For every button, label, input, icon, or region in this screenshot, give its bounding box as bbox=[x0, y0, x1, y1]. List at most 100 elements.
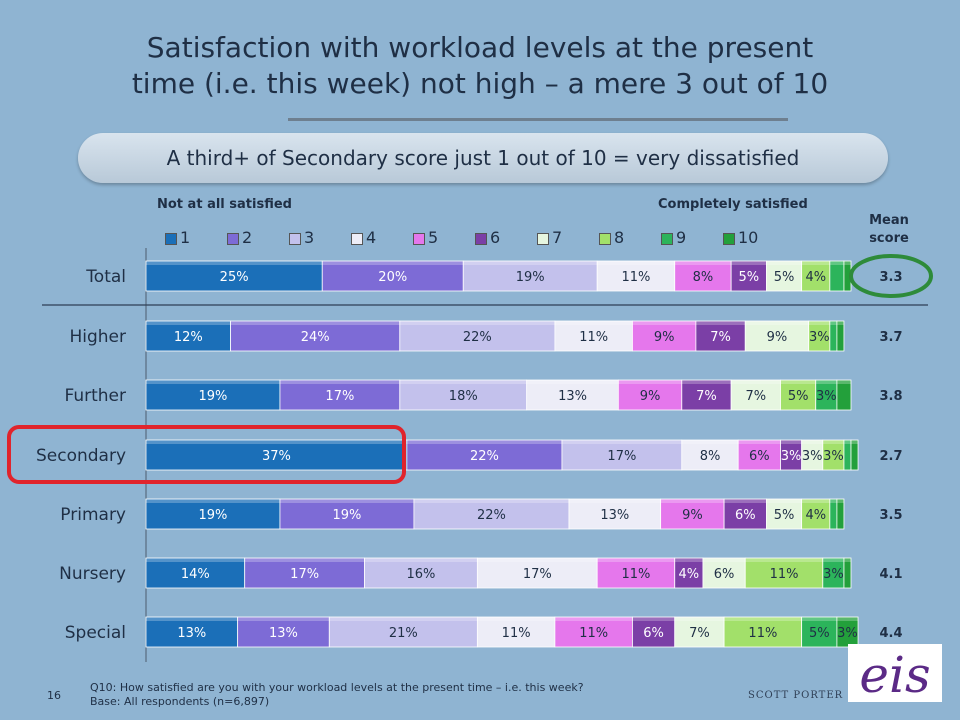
mean-score-primary: 3.5 bbox=[879, 508, 902, 523]
data-label-secondary-score-5: 6% bbox=[749, 449, 770, 464]
bar-shine-secondary-score-9 bbox=[843, 440, 851, 444]
category-label-total: Total bbox=[85, 267, 126, 287]
bar-primary-score-1 bbox=[145, 498, 281, 530]
data-label-secondary-score-6: 3% bbox=[781, 449, 802, 464]
bar-nursery-score-10 bbox=[843, 557, 852, 589]
bar-shine-further-score-2 bbox=[279, 380, 400, 384]
legend-swatch-3 bbox=[289, 233, 301, 245]
bar-shine-nursery-score-2 bbox=[244, 558, 365, 562]
bar-total-score-8 bbox=[801, 260, 831, 292]
bar-shine-higher-score-2 bbox=[230, 321, 400, 325]
bar-nursery-score-2 bbox=[244, 557, 365, 589]
total-mean-highlight-ring bbox=[849, 254, 933, 298]
bar-nursery-score-7 bbox=[702, 557, 746, 589]
data-label-higher-score-5: 9% bbox=[654, 330, 675, 345]
data-label-nursery-score-5: 11% bbox=[622, 567, 651, 582]
bar-total-score-9 bbox=[829, 260, 845, 292]
data-label-secondary-score-2: 22% bbox=[470, 449, 499, 464]
bar-shine-nursery-score-4 bbox=[477, 558, 598, 562]
data-label-nursery-score-3: 16% bbox=[406, 567, 435, 582]
eis-logo: eis bbox=[848, 644, 942, 702]
data-label-primary-score-4: 13% bbox=[600, 508, 629, 523]
title-underline bbox=[288, 118, 788, 121]
data-label-higher-score-1: 12% bbox=[174, 330, 203, 345]
data-label-higher-score-3: 22% bbox=[463, 330, 492, 345]
data-label-total-score-8: 4% bbox=[805, 270, 826, 285]
bar-special-score-3 bbox=[328, 616, 478, 648]
data-label-secondary-score-1: 37% bbox=[262, 449, 291, 464]
category-label-secondary: Secondary bbox=[36, 446, 126, 466]
bar-total-score-7 bbox=[766, 260, 803, 292]
bar-higher-score-6 bbox=[695, 320, 746, 352]
data-label-primary-score-7: 5% bbox=[774, 508, 795, 523]
mean-score-total: 3.3 bbox=[879, 270, 902, 285]
data-label-total-score-4: 11% bbox=[622, 270, 651, 285]
bar-shine-primary-score-7 bbox=[766, 499, 802, 503]
bar-nursery-score-3 bbox=[364, 557, 478, 589]
bar-higher-score-2 bbox=[230, 320, 401, 352]
bar-shine-primary-score-2 bbox=[279, 499, 414, 503]
bar-shine-special-score-5 bbox=[554, 617, 633, 621]
bar-shine-secondary-score-6 bbox=[780, 440, 802, 444]
data-label-special-score-7: 7% bbox=[689, 626, 710, 641]
bar-shine-special-score-6 bbox=[632, 617, 675, 621]
data-label-further-score-6: 7% bbox=[696, 389, 717, 404]
bar-secondary-score-4 bbox=[681, 439, 739, 471]
bar-shine-higher-score-10 bbox=[836, 321, 844, 325]
bar-further-score-2 bbox=[279, 379, 401, 411]
bar-shine-special-score-10 bbox=[836, 617, 859, 621]
data-label-primary-score-6: 6% bbox=[735, 508, 756, 523]
legend-label-8: 8 bbox=[614, 228, 625, 247]
bar-further-score-3 bbox=[399, 379, 528, 411]
data-label-special-score-5: 11% bbox=[579, 626, 608, 641]
bar-shine-nursery-score-6 bbox=[674, 558, 703, 562]
page-title: Satisfaction with workload levels at the… bbox=[40, 30, 920, 102]
bar-secondary-score-1 bbox=[145, 439, 408, 471]
bar-shine-special-score-8 bbox=[724, 617, 802, 621]
bar-higher-score-10 bbox=[836, 320, 845, 352]
bar-total-score-5 bbox=[674, 260, 732, 292]
data-label-higher-score-2: 24% bbox=[301, 330, 330, 345]
legend-swatch-4 bbox=[351, 233, 363, 245]
data-label-nursery-score-2: 17% bbox=[290, 567, 319, 582]
bar-shine-nursery-score-7 bbox=[702, 558, 746, 562]
data-label-special-score-2: 13% bbox=[269, 626, 298, 641]
legend-label-6: 6 bbox=[490, 228, 501, 247]
bar-shine-special-score-2 bbox=[237, 617, 330, 621]
data-label-total-score-5: 8% bbox=[693, 270, 714, 285]
data-label-primary-score-8: 4% bbox=[805, 508, 826, 523]
legend-swatch-1 bbox=[165, 233, 177, 245]
data-label-nursery-score-6: 4% bbox=[679, 567, 700, 582]
bar-special-score-4 bbox=[476, 616, 556, 648]
bar-shine-total-score-8 bbox=[801, 261, 830, 265]
mean-header-line-2: score bbox=[869, 231, 909, 246]
footnote: Q10: How satisfied are you with your wor… bbox=[90, 681, 584, 709]
data-label-total-score-6: 5% bbox=[738, 270, 759, 285]
bar-total-score-2 bbox=[321, 260, 464, 292]
bar-shine-secondary-score-10 bbox=[851, 440, 859, 444]
data-label-further-score-5: 9% bbox=[640, 389, 661, 404]
mean-score-header: Mean score bbox=[858, 212, 920, 248]
bar-primary-score-2 bbox=[279, 498, 415, 530]
secondary-highlight-box bbox=[7, 425, 406, 484]
data-label-higher-score-8: 3% bbox=[809, 330, 830, 345]
bar-shine-further-score-6 bbox=[681, 380, 732, 384]
bar-shine-secondary-score-2 bbox=[406, 440, 562, 444]
legend-swatch-5 bbox=[413, 233, 425, 245]
bar-special-score-6 bbox=[632, 616, 676, 648]
bar-shine-further-score-4 bbox=[526, 380, 619, 384]
bar-shine-total-score-5 bbox=[674, 261, 732, 265]
bar-shine-nursery-score-5 bbox=[597, 558, 675, 562]
data-label-higher-score-7: 9% bbox=[767, 330, 788, 345]
bar-shine-further-score-1 bbox=[146, 380, 280, 384]
data-label-further-score-2: 17% bbox=[325, 389, 354, 404]
bar-higher-score-7 bbox=[744, 320, 810, 352]
bar-shine-total-score-2 bbox=[322, 261, 464, 265]
data-label-primary-score-2: 19% bbox=[332, 508, 361, 523]
legend-label-10: 10 bbox=[738, 228, 759, 247]
bar-special-score-1 bbox=[145, 616, 239, 648]
bar-primary-score-8 bbox=[801, 498, 831, 530]
bar-primary-score-6 bbox=[723, 498, 767, 530]
bar-special-score-8 bbox=[723, 616, 803, 648]
